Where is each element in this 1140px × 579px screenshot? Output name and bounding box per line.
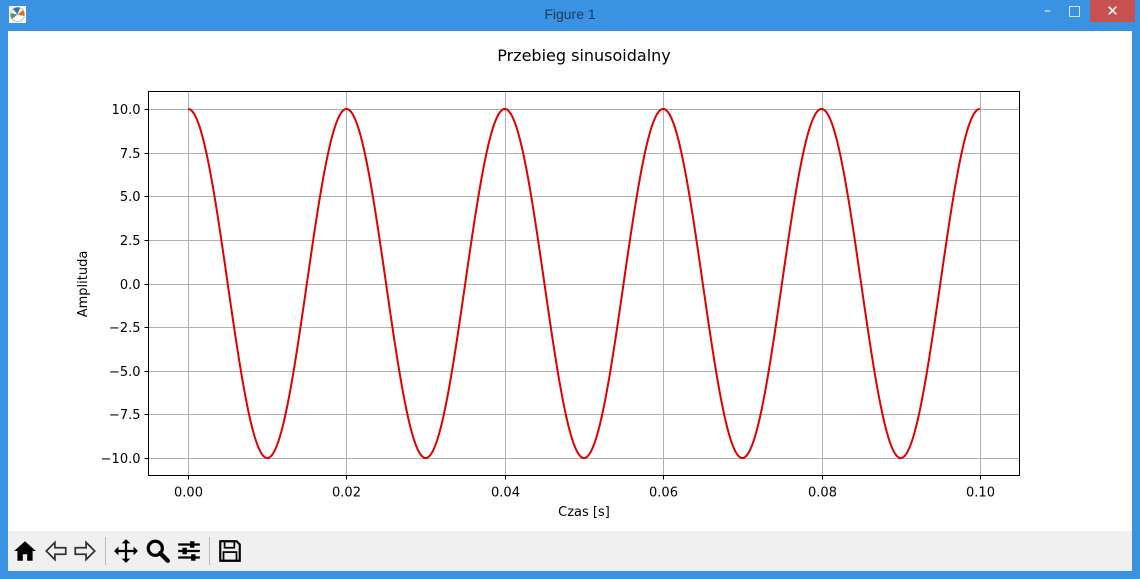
x-axis-label: Czas [s] [558,505,610,520]
series-line-sine [187,107,981,460]
y-tick-label: 5.0 [120,190,141,205]
y-tick-label: 2.5 [120,234,141,249]
maximize-button[interactable]: □ [1062,0,1087,22]
axes-frame [148,91,1020,476]
window-title: Figure 1 [544,6,596,22]
y-tick-label: 10.0 [112,103,141,118]
floppy-disk-icon [219,540,241,562]
y-tick-label: 0.0 [120,278,141,293]
minimize-icon: – [1044,3,1051,19]
x-tick-label: 0.10 [966,486,995,501]
x-tick-label: 0.08 [808,486,837,501]
figure-canvas[interactable]: 0.00 0.02 0.04 0.06 0.08 0.10 10.0 7.5 5.0 2.5 0.0… [8,31,1132,571]
pan-button[interactable] [111,536,141,566]
magnifier-icon [146,539,170,563]
grid [148,91,1020,476]
title-bar[interactable]: Figure 1 – □ ✕ [0,0,1140,30]
chart-svg: 0.00 0.02 0.04 0.06 0.08 0.10 10.0 7.5 5.0 2.5 0.0… [76,46,1020,520]
zoom-button[interactable] [143,536,173,566]
maximize-icon: □ [1067,3,1082,19]
back-button[interactable] [41,536,71,566]
home-icon [14,541,36,561]
x-tick-label: 0.00 [174,486,203,501]
home-button[interactable] [10,536,40,566]
close-button[interactable]: ✕ [1090,0,1135,22]
x-tick-label: 0.02 [332,486,361,501]
configure-subplots-button[interactable] [174,536,204,566]
y-tick-label: −10.0 [101,452,141,467]
close-icon: ✕ [1106,2,1119,20]
x-tick-label: 0.04 [491,486,520,501]
x-tick-label: 0.06 [649,486,678,501]
y-tick-label: −2.5 [109,321,141,336]
arrow-left-icon [45,540,67,562]
y-tick-label: −7.5 [109,408,141,423]
ticks: 0.00 0.02 0.04 0.06 0.08 0.10 10.0 7.5 5.0 2.5 0.0… [101,103,995,501]
forward-button[interactable] [70,536,100,566]
y-axis-label: Amplituda [76,251,91,318]
chart-title: Przebieg sinusoidalny [497,46,671,65]
arrow-right-icon [74,540,96,562]
toolbar-separator [209,537,210,565]
toolbar-separator [105,537,106,565]
sliders-icon [178,541,200,561]
y-tick-label: −5.0 [109,365,141,380]
minimize-button[interactable]: – [1035,0,1060,22]
navigation-toolbar [8,531,1132,571]
save-button[interactable] [215,536,245,566]
move-icon [114,539,138,563]
y-tick-label: 7.5 [120,147,141,162]
matplotlib-app-icon [9,6,26,23]
